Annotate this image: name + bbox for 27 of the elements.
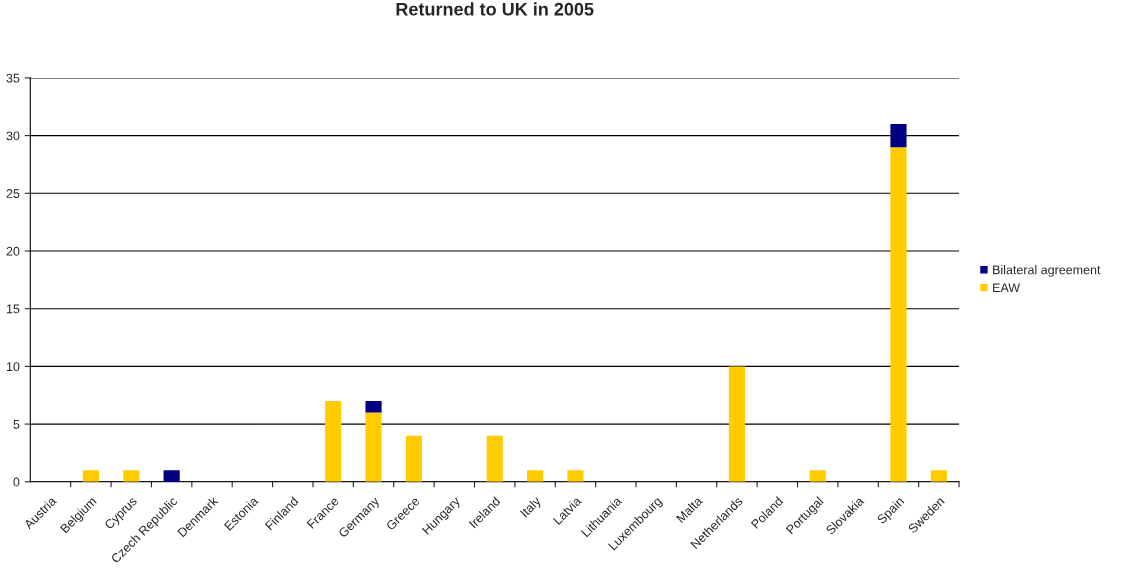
bar — [930, 470, 947, 482]
bar — [82, 470, 99, 482]
bar — [890, 147, 907, 482]
y-tick-label: 15 — [6, 304, 20, 314]
bar — [123, 470, 140, 482]
y-tick-label: 25 — [6, 189, 20, 198]
bar — [567, 470, 584, 482]
bar — [365, 401, 382, 413]
x-tick-label: Italy — [519, 495, 544, 520]
bar — [890, 124, 907, 148]
y-tick-label: 5 — [13, 420, 20, 429]
y-tick-label: 35 — [6, 73, 20, 83]
legend-label: EAW — [993, 283, 1021, 293]
bar — [405, 435, 422, 482]
bar — [163, 470, 180, 482]
bar — [526, 470, 544, 482]
bar — [325, 401, 342, 482]
legend-label: Bilateral agreement — [993, 265, 1101, 277]
y-tick-label: 10 — [6, 362, 20, 372]
y-tick-label: 30 — [6, 131, 20, 141]
bar — [365, 412, 382, 482]
bar — [809, 470, 826, 482]
bar — [728, 366, 746, 482]
chart-title: Returned to UK in 2005 — [396, 2, 594, 16]
bar — [486, 435, 503, 482]
y-tick-label: 0 — [13, 477, 20, 487]
y-tick-label: 20 — [6, 246, 20, 256]
